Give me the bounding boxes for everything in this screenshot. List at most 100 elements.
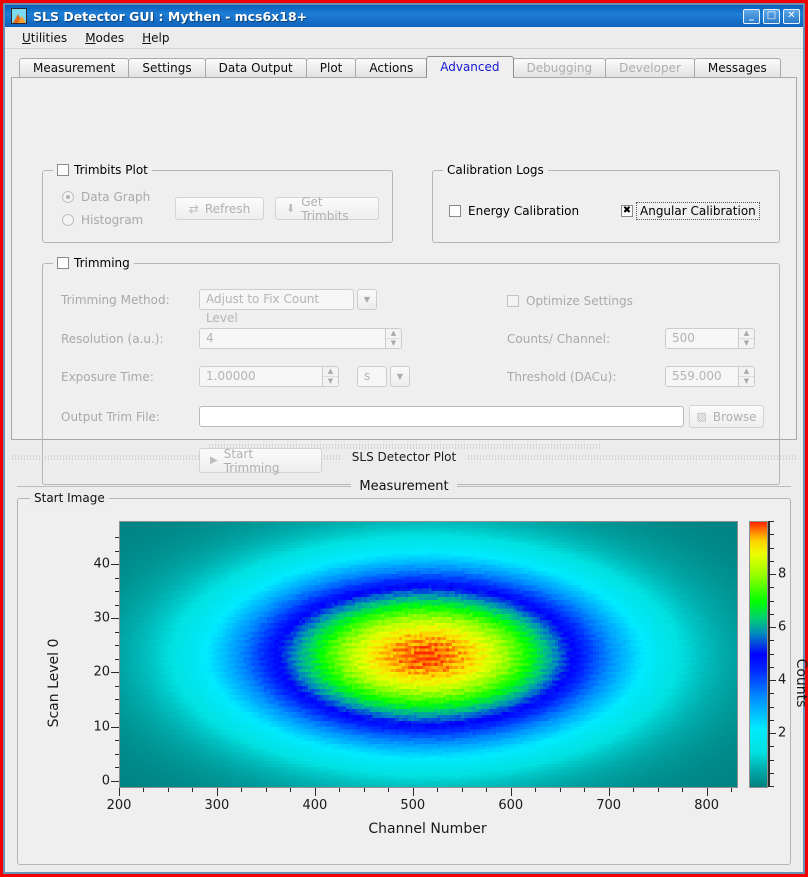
trimbits-plot-group: Trimbits Plot Data Graph Histogram ⇄ Ref… [42,163,393,243]
y-tick-label: 10 [93,719,110,734]
y-minor-tick [115,672,119,674]
y-minor-tick [115,631,119,633]
tab-messages[interactable]: Messages [693,58,781,77]
x-tick-mark [608,788,610,796]
trimming-method-combo: Adjust to Fix Count Level ▼ [199,289,377,325]
tab-actions[interactable]: Actions [355,58,428,77]
mountain-image-icon [11,8,27,24]
menu-help[interactable]: Help [142,30,170,45]
resolution-label: Resolution (a.u.): [61,332,164,346]
folder-icon: ▨ [696,410,707,423]
colorbar-minor-tick [768,680,774,681]
y-tick-label: 40 [93,556,110,572]
chevron-down-icon: ▼ [357,289,377,310]
splitter-label: SLS Detector Plot [341,450,467,464]
colorbar-tick-label: 6 [778,619,787,635]
tab-plot[interactable]: Plot [305,58,357,77]
x-minor-tick [339,788,341,792]
counts-channel-label: Counts/ Channel: [507,332,611,346]
heatmap-canvas[interactable] [120,522,737,787]
colorbar-minor-tick [768,574,774,575]
y-minor-tick [115,753,119,755]
data-graph-label: Data Graph [81,190,151,204]
exposure-unit-value: s [357,366,387,387]
y-minor-tick [115,658,119,660]
energy-calibration-row[interactable]: Energy Calibration [449,204,579,218]
colorbar-minor-tick [768,640,774,642]
colorbar-minor-tick [768,627,774,628]
colorbar-minor-tick [768,666,774,668]
colorbar-minor-tick [768,653,774,655]
x-tick-label: 600 [498,798,524,813]
output-trim-file-input[interactable] [199,406,684,427]
trimbits-plot-checkbox[interactable] [57,164,69,176]
y-minor-tick [115,537,119,539]
start-image-group: Start Image Scan Level 0 0 10 20 30 40 Chann… [17,491,808,865]
measurement-section-title: Measurement [11,474,797,498]
exposure-time-value: 1.00000 [199,366,323,387]
x-axis-label: Channel Number [368,821,487,837]
colorbar-minor-tick [768,733,774,734]
plot-area[interactable]: Scan Level 0 0 10 20 30 40 Channel Number Co… [22,505,808,860]
close-button[interactable]: ✕ [783,8,800,24]
exposure-time-label: Exposure Time: [61,370,154,384]
x-minor-tick [363,788,365,792]
energy-calibration-checkbox[interactable] [449,205,461,217]
chevron-down-icon: ▼ [390,366,410,387]
x-minor-tick [216,788,218,792]
colorbar-frame [749,521,768,788]
colorbar-minor-tick [768,706,774,708]
threshold-spin-buttons: ▲ ▼ [739,366,755,387]
maximize-button[interactable]: □ [763,8,780,24]
energy-calibration-label: Energy Calibration [468,204,580,218]
angular-calibration-row[interactable]: ✖ Angular Calibration [621,202,760,220]
tab-debugging: Debugging [512,58,607,77]
trimming-label: Trimming [74,256,130,270]
title-bar: SLS Detector GUI : Mythen - mcs6x18+ _ □… [5,5,803,27]
x-tick-label: 200 [106,798,132,813]
tab-developer: Developer [605,58,695,77]
tab-bar: Measurement Settings Data Output Plot Ac… [11,55,797,78]
menu-modes[interactable]: Modes [85,30,125,45]
exposure-unit-combo: s ▼ [357,366,410,387]
spin-up-icon: ▲ [323,367,338,377]
colorbar-minor-tick [768,613,774,615]
colorbar-minor-tick [768,719,774,721]
tab-measurement[interactable]: Measurement [19,58,130,77]
get-trimbits-button: ⬇ Get Trimbits [275,195,379,223]
tab-advanced[interactable]: Advanced [426,56,514,78]
optimize-settings-row: Optimize Settings [507,294,633,308]
optimize-settings-checkbox [507,295,519,307]
x-tick-mark [119,788,120,796]
spin-down-icon: ▼ [743,377,750,385]
trimming-checkbox[interactable] [57,257,69,269]
x-minor-tick [265,788,267,792]
y-tick-label: 20 [93,664,110,680]
x-tick-mark [412,788,414,796]
x-minor-tick [412,788,414,792]
tab-settings[interactable]: Settings [128,58,206,77]
x-tick-label: 500 [400,798,426,813]
x-tick-label: 700 [596,798,622,813]
threshold-label: Threshold (DACu): [507,370,617,384]
tab-data-output[interactable]: Data Output [204,58,307,77]
plot-splitter[interactable]: SLS Detector Plot [11,440,797,474]
spin-up-icon: ▲ [739,367,754,377]
data-graph-radio [62,191,74,203]
y-minor-tick [115,699,119,701]
menu-bar: UUtilitiestilities Modes Help [5,27,803,49]
x-minor-tick [143,788,145,792]
x-minor-tick [633,788,635,792]
minimize-button[interactable]: _ [743,8,760,24]
exposure-time-spinner: 1.00000 ▲ ▼ [199,366,339,387]
trimbits-plot-label: Trimbits Plot [74,163,148,177]
refresh-button: ⇄ Refresh [175,197,264,220]
angular-calibration-checkbox[interactable]: ✖ [621,205,633,217]
histogram-label: Histogram [81,213,144,227]
exposure-spin-buttons: ▲ ▼ [323,366,339,387]
y-minor-tick [115,726,119,728]
colorbar-tick-label: 4 [778,672,787,688]
y-minor-tick [115,767,119,769]
y-minor-tick [115,604,119,606]
menu-utilities[interactable]: UUtilitiestilities [22,30,68,45]
